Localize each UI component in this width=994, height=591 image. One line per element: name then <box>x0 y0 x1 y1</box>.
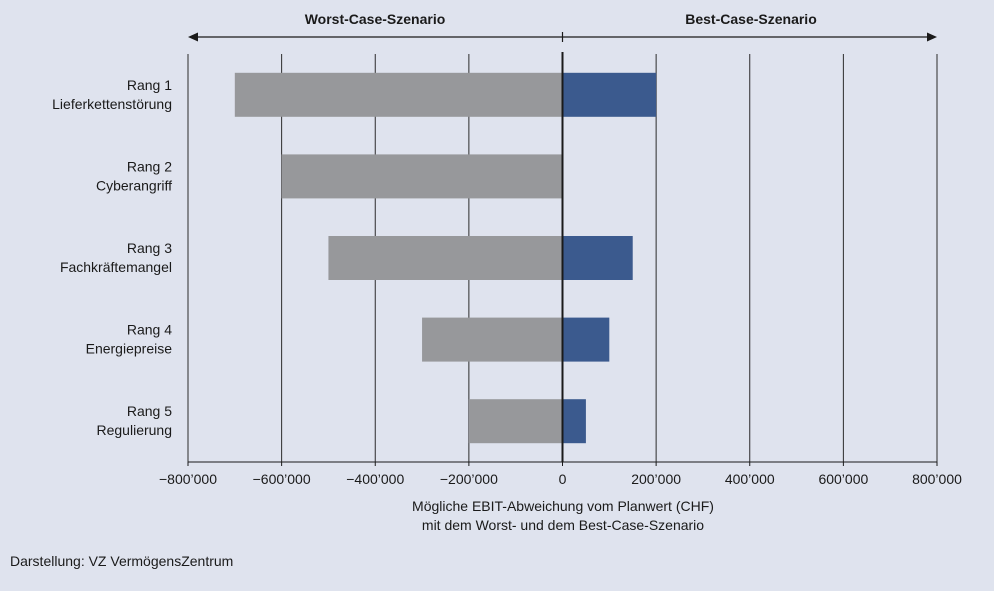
x-axis-label-line2: mit dem Worst- und dem Best-Case-Szenari… <box>422 517 704 533</box>
worst-case-bar-2 <box>281 154 563 199</box>
category-name-label: Lieferkettenstörung <box>52 96 172 112</box>
category-rank-label: Rang 1 <box>127 77 172 93</box>
x-tick-label: 200’000 <box>631 471 681 487</box>
x-tick-label: 0 <box>559 471 567 487</box>
category-rank-label: Rang 4 <box>127 322 172 338</box>
arrow-right-head <box>927 32 937 42</box>
best-case-bar-5 <box>562 399 586 444</box>
category-rank-label: Rang 3 <box>127 240 172 256</box>
x-tick-label: −800’000 <box>159 471 217 487</box>
x-tick-label: −600’000 <box>253 471 311 487</box>
x-tick-label: 800’000 <box>912 471 962 487</box>
x-tick-label: −200’000 <box>440 471 498 487</box>
category-name-label: Cyberangriff <box>96 177 172 193</box>
category-rank-label: Rang 2 <box>127 158 172 174</box>
category-name-label: Fachkräftemangel <box>60 259 172 275</box>
x-axis-label-line1: Mögliche EBIT-Abweichung vom Planwert (C… <box>412 498 714 514</box>
arrow-left-head <box>188 32 198 42</box>
x-tick-label: 600’000 <box>818 471 868 487</box>
worst-case-bar-1 <box>234 72 563 117</box>
best-case-bar-1 <box>562 72 657 117</box>
x-tick-label: 400’000 <box>725 471 775 487</box>
category-rank-label: Rang 5 <box>127 403 172 419</box>
category-name-label: Energiepreise <box>86 341 173 357</box>
best-case-header: Best-Case-Szenario <box>685 11 817 27</box>
x-tick-label: −400’000 <box>346 471 404 487</box>
worst-case-header: Worst-Case-Szenario <box>305 11 446 27</box>
source-note: Darstellung: VZ VermögensZentrum <box>10 553 234 569</box>
best-case-bar-3 <box>562 236 633 280</box>
worst-case-bar-4 <box>422 317 563 362</box>
category-name-label: Regulierung <box>97 422 173 438</box>
best-case-bar-4 <box>562 317 610 362</box>
worst-case-bar-3 <box>328 236 563 280</box>
worst-case-bar-5 <box>468 399 563 444</box>
